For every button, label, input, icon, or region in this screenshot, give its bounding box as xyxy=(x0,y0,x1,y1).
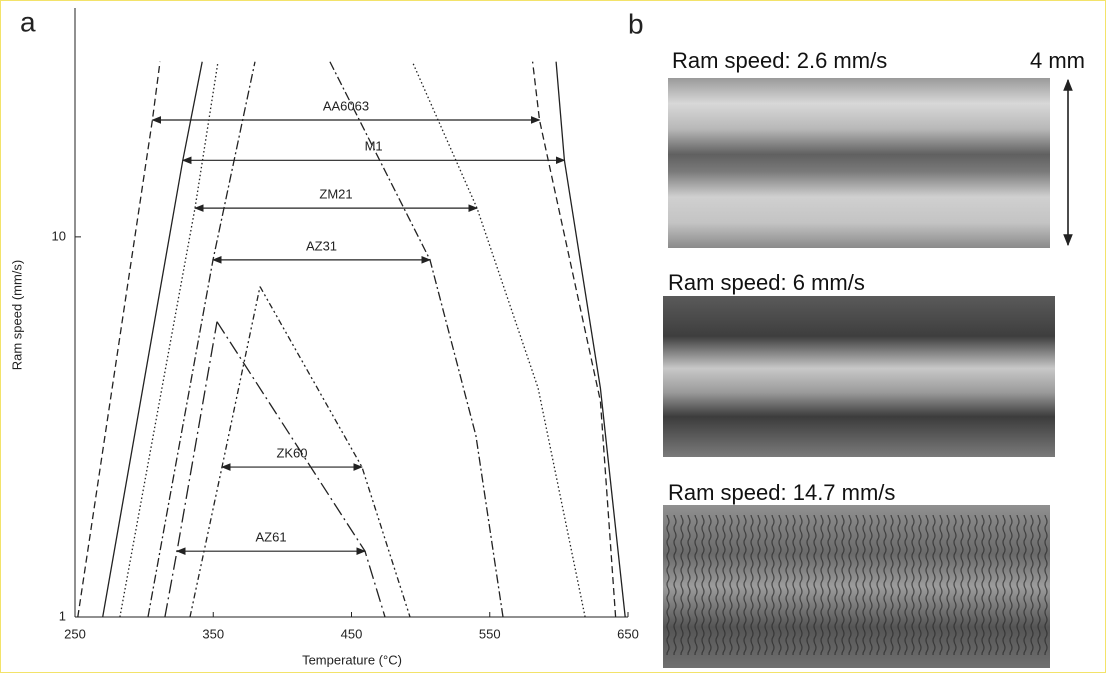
photo xyxy=(663,296,1055,457)
x-tick-label: 450 xyxy=(341,626,363,641)
panel-label: a xyxy=(20,6,36,37)
window-label: AZ61 xyxy=(255,530,286,545)
boundary-curve xyxy=(216,321,386,618)
window-label: M1 xyxy=(365,139,383,154)
boundary-curve xyxy=(531,61,617,618)
boundary-curve xyxy=(119,61,219,618)
photo-panel: Ram speed: 2.6 mm/s 4 mm Ram speed: 6 mm… xyxy=(663,48,1085,668)
x-tick-label: 650 xyxy=(617,626,639,641)
boundary-curve xyxy=(189,286,261,618)
panel-label: b xyxy=(628,8,644,39)
y-tick-label: 1 xyxy=(59,608,66,623)
boundary-curve xyxy=(164,321,218,618)
boundary-curve xyxy=(77,61,161,618)
window-label: AA6063 xyxy=(323,98,369,113)
x-tick-label: 250 xyxy=(64,626,86,641)
photo xyxy=(668,78,1050,248)
scale-label: 4 mm xyxy=(1030,48,1085,73)
boundary-curve xyxy=(102,61,203,618)
boundary-curve xyxy=(329,61,504,618)
caption: Ram speed: 2.6 mm/s xyxy=(672,48,887,73)
caption: Ram speed: 14.7 mm/s xyxy=(668,480,895,505)
window-label: ZK60 xyxy=(276,445,307,460)
x-axis-label: Temperature (°C) xyxy=(302,652,402,667)
boundary-curve xyxy=(147,61,256,618)
photo-texture xyxy=(663,515,1050,655)
window-label: ZM21 xyxy=(319,187,352,202)
x-tick-label: 550 xyxy=(479,626,501,641)
x-tick-label: 350 xyxy=(202,626,224,641)
boundary-curve xyxy=(411,61,586,618)
window-label: AZ31 xyxy=(306,238,337,253)
y-tick-label: 10 xyxy=(52,228,66,243)
caption: Ram speed: 6 mm/s xyxy=(668,270,865,295)
y-axis-label: Ram speed (mm/s) xyxy=(9,260,24,371)
boundary-curve xyxy=(555,61,626,618)
